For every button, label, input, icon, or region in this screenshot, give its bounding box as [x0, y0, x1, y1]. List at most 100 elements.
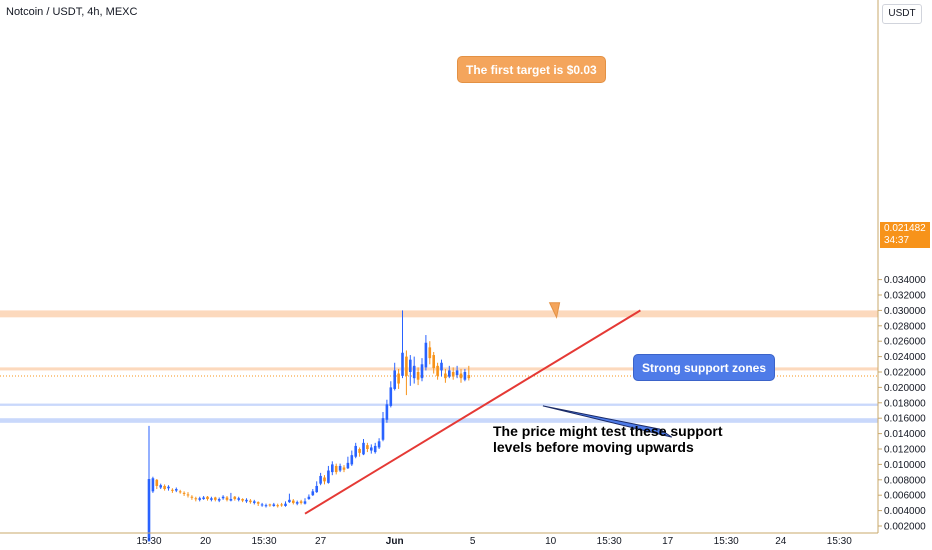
chart-title: Notcoin / USDT, 4h, MEXC	[6, 6, 138, 18]
candle	[448, 365, 451, 379]
candle	[295, 500, 299, 506]
x-tick-label: 27	[315, 536, 327, 547]
candle	[405, 350, 408, 396]
candle-body	[323, 477, 326, 482]
candle-body	[147, 479, 151, 542]
candle-body	[424, 342, 428, 368]
candle	[307, 494, 311, 500]
x-tick-label: 17	[662, 536, 674, 547]
bar-countdown: 34:37	[884, 235, 910, 246]
candlestick-series	[147, 310, 471, 542]
currency-label[interactable]: USDT	[882, 4, 922, 24]
candle	[420, 358, 424, 382]
candle	[182, 491, 186, 496]
candle	[264, 503, 268, 508]
candle-body	[186, 494, 190, 496]
candle-body	[299, 501, 303, 503]
candle-body	[288, 499, 291, 503]
candle	[233, 495, 237, 501]
candle-body	[253, 501, 256, 503]
candle-body	[272, 504, 276, 506]
y-tick-label: 0.028000	[884, 321, 926, 332]
candle-body	[206, 496, 209, 500]
candle-body	[315, 485, 318, 493]
y-tick-label: 0.004000	[884, 506, 926, 517]
candle	[163, 484, 166, 491]
candle	[178, 489, 182, 494]
candle	[221, 495, 225, 500]
candle	[229, 492, 233, 502]
candle-body	[467, 375, 471, 379]
candle-body	[331, 464, 334, 473]
candle	[237, 496, 240, 502]
target-callout-pointer	[548, 302, 561, 319]
candle	[444, 368, 447, 383]
support-callout-pointer	[542, 405, 673, 438]
candle-body	[237, 498, 240, 500]
candle	[167, 485, 170, 491]
candle-body	[420, 364, 424, 379]
candle-body	[155, 479, 159, 486]
candle-body	[448, 370, 451, 377]
candle	[202, 495, 205, 500]
candle	[331, 461, 334, 476]
candle-body	[311, 491, 315, 496]
candle	[225, 495, 229, 502]
x-tick-label: 24	[775, 536, 787, 547]
candle	[284, 501, 287, 507]
candle	[288, 493, 291, 503]
candle-body	[459, 373, 463, 379]
candle	[190, 495, 194, 500]
candle	[171, 488, 174, 493]
candle	[436, 362, 439, 380]
support-zone-3	[0, 418, 878, 423]
candle-body	[451, 372, 455, 377]
candle-body	[381, 418, 385, 440]
candle	[401, 310, 404, 379]
candle-body	[245, 499, 248, 502]
candle-body	[163, 485, 166, 490]
candle	[334, 463, 338, 475]
candle-body	[268, 504, 272, 506]
candle-body	[202, 497, 205, 500]
y-tick-label: 0.018000	[884, 398, 926, 409]
candle	[272, 502, 276, 507]
x-tick-label: 15:30	[252, 536, 277, 547]
candle-body	[210, 498, 213, 500]
candle	[354, 442, 357, 459]
candle-body	[346, 462, 350, 469]
candle	[459, 368, 463, 383]
candle	[432, 351, 435, 374]
candle-body	[295, 502, 299, 504]
target-callout: The first target is $0.03	[457, 56, 606, 83]
candle-body	[190, 496, 194, 498]
x-tick-label: 15:30	[827, 536, 852, 547]
candle	[342, 465, 346, 473]
price-scale-background	[878, 0, 932, 550]
candle-body	[409, 359, 412, 372]
candle-body	[393, 370, 396, 389]
candle	[276, 503, 279, 508]
candle	[299, 499, 303, 505]
candle	[249, 499, 252, 504]
candle-body	[167, 486, 170, 489]
candle-body	[428, 347, 432, 359]
candle	[280, 502, 283, 507]
candle-body	[194, 498, 198, 500]
support-zone-2	[0, 403, 878, 406]
candle-body	[198, 498, 201, 500]
candle-body	[416, 372, 420, 380]
candle-body	[354, 445, 357, 457]
candle	[217, 497, 221, 503]
candle	[155, 479, 159, 490]
x-tick-label: Jun	[386, 536, 404, 547]
y-tick-label: 0.022000	[884, 368, 926, 379]
candle-body	[159, 485, 162, 488]
ascending-trendline	[304, 309, 641, 515]
candle	[358, 447, 361, 457]
candle-body	[455, 370, 459, 376]
candle-body	[362, 442, 365, 455]
candle-body	[377, 441, 381, 448]
candle-body	[225, 497, 229, 500]
